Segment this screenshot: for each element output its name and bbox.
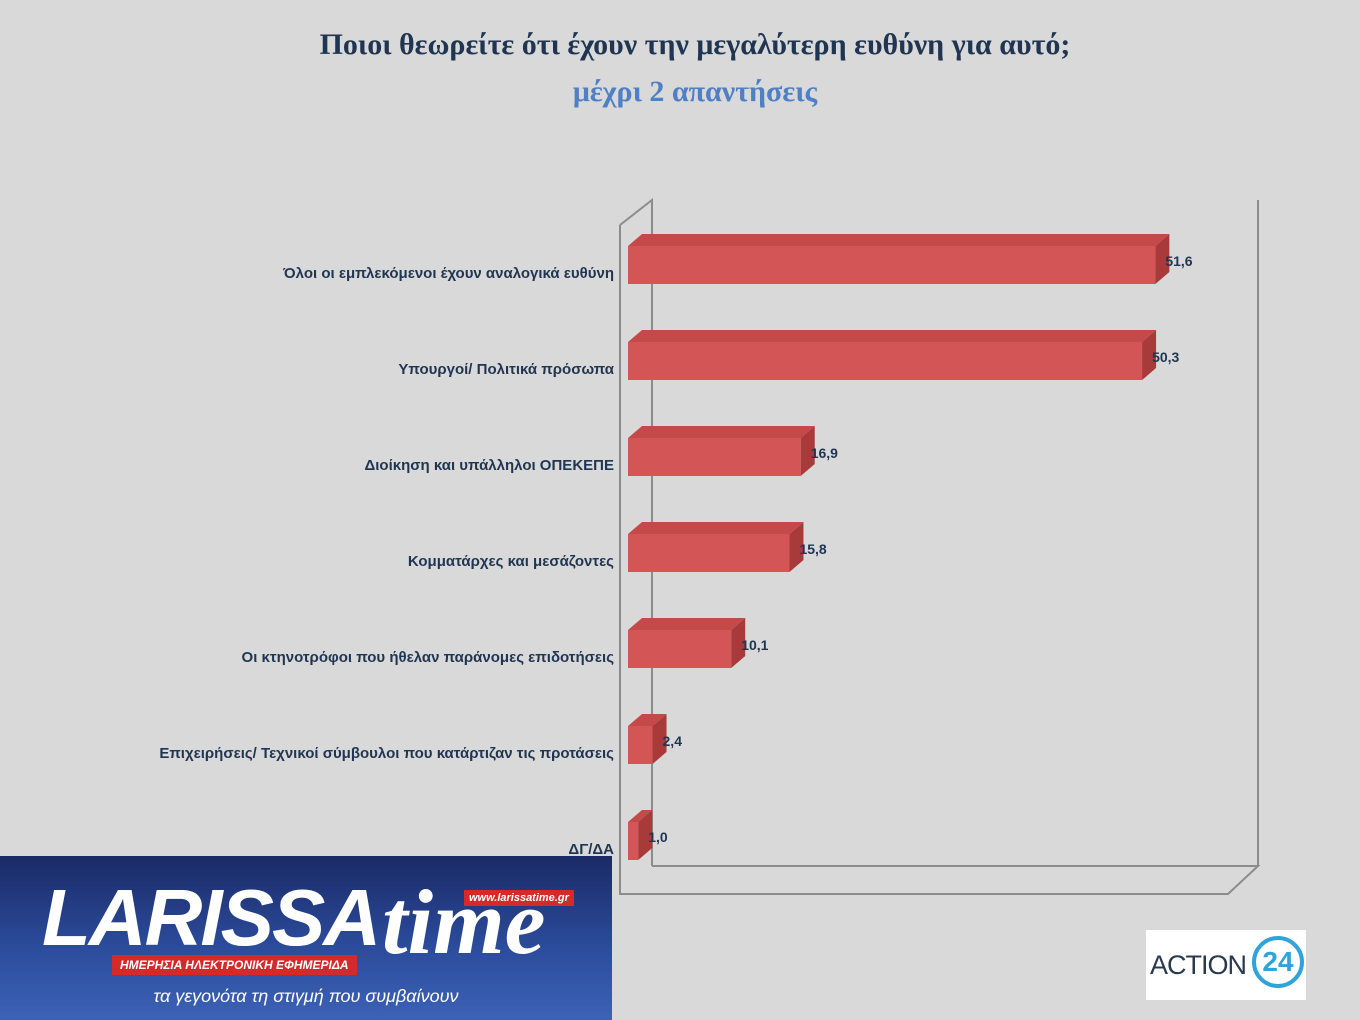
bar-top — [628, 426, 815, 438]
larissa-logo-text: LARISSA — [42, 873, 381, 962]
category-label: Κομματάρχες και μεσάζοντες — [408, 553, 614, 570]
data-label: 15,8 — [799, 541, 826, 557]
bar-side — [1142, 330, 1157, 380]
data-label: 10,1 — [741, 637, 768, 653]
action24-number: 24 — [1252, 936, 1304, 988]
bar — [628, 714, 667, 764]
bar-front — [628, 534, 790, 572]
bar-front — [628, 342, 1143, 380]
bar — [628, 522, 804, 572]
bar — [628, 234, 1170, 284]
bar-top — [628, 714, 667, 726]
data-label: 51,6 — [1165, 253, 1192, 269]
bar-front — [628, 822, 639, 860]
bar-side — [731, 618, 746, 668]
chart-title: Ποιοι θεωρείτε ότι έχουν την μεγαλύτερη … — [319, 28, 1071, 61]
category-label: Οι κτηνοτρόφοι που ήθελαν παράνομες επιδ… — [242, 649, 615, 666]
bar-side — [800, 426, 815, 476]
bar — [628, 810, 653, 860]
bar-front — [628, 630, 732, 668]
bar-top — [628, 810, 653, 822]
action24-text: ACTION — [1150, 950, 1247, 980]
bar — [628, 426, 815, 476]
bar — [628, 330, 1157, 380]
bar-front — [628, 246, 1156, 284]
data-label: 1,0 — [648, 829, 668, 845]
larissa-tagline: ΗΜΕΡΗΣΙΑ ΗΛΕΚΤΡΟΝΙΚΗ ΕΦΗΜΕΡΙΔΑ — [112, 955, 357, 975]
bar-side — [789, 522, 804, 572]
larissa-slogan: τα γεγονότα τη στιγμή που συμβαίνουν — [153, 986, 459, 1006]
action24-logo: ACTION 24 — [1146, 930, 1306, 1000]
category-label: Διοίκηση και υπάλληλοι ΟΠΕΚΕΠΕ — [364, 457, 614, 474]
larissa-time-banner: LARISSA time www.larissatime.gr ΗΜΕΡΗΣΙΑ… — [0, 856, 612, 1020]
bar-top — [628, 234, 1170, 246]
bar — [628, 618, 746, 668]
larissa-url: www.larissatime.gr — [464, 890, 574, 906]
category-label: Όλοι οι εμπλεκόμενοι έχουν αναλογικά ευθ… — [282, 265, 614, 282]
bar-top — [628, 618, 746, 630]
bar-front — [628, 726, 653, 764]
bar-side — [638, 810, 653, 860]
data-label: 16,9 — [811, 445, 838, 461]
data-label: 2,4 — [663, 733, 683, 749]
category-label: Υπουργοί/ Πολιτικά πρόσωπα — [398, 361, 614, 378]
bar-front — [628, 438, 801, 476]
bar-top — [628, 330, 1157, 342]
bar-top — [628, 522, 804, 534]
chart-subtitle: μέχρι 2 απαντήσεις — [572, 75, 818, 108]
bar-side — [652, 714, 667, 764]
category-label: ΔΓ/ΔΑ — [568, 841, 614, 858]
bar-side — [1155, 234, 1170, 284]
category-label: Επιχειρήσεις/ Τεχνικοί σύμβουλοι που κατ… — [159, 745, 614, 762]
data-label: 50,3 — [1152, 349, 1179, 365]
chart-floor — [619, 225, 1261, 895]
